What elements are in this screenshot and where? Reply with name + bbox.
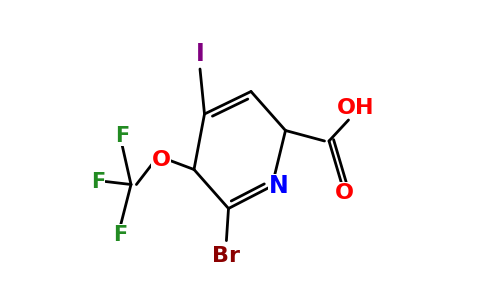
Text: O: O [335,183,354,202]
Text: Br: Br [212,246,241,266]
Text: OH: OH [337,98,375,118]
Text: F: F [91,172,105,191]
Text: O: O [151,150,170,169]
Text: F: F [113,225,128,244]
Text: F: F [115,126,129,146]
Text: N: N [269,174,288,198]
Text: I: I [196,42,204,66]
